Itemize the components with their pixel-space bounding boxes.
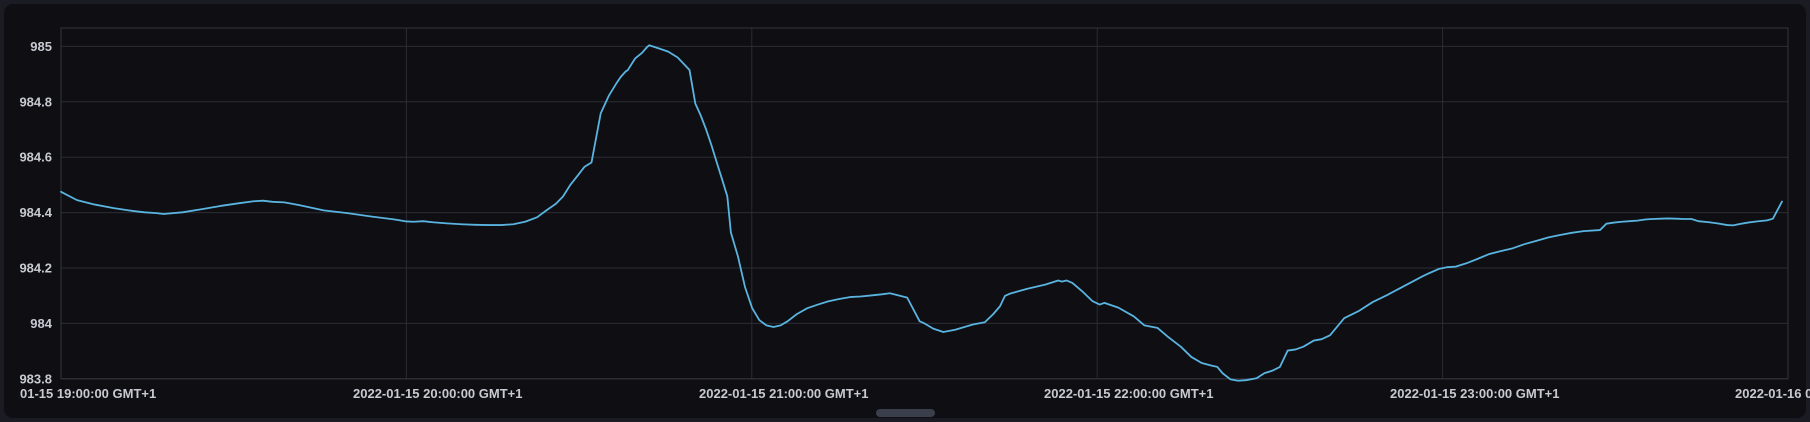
svg-text:984.8: 984.8 [19,94,52,109]
svg-text:2022-01-15 23:00:00 GMT+1: 2022-01-15 23:00:00 GMT+1 [1390,386,1559,401]
svg-text:984: 984 [30,316,52,331]
svg-text:2022-01-15 20:00:00 GMT+1: 2022-01-15 20:00:00 GMT+1 [353,386,522,401]
svg-text:2022-01-16 00: 2022-01-16 00 [1735,386,1810,401]
svg-text:985: 985 [30,39,52,54]
svg-text:2022-01-15 21:00:00 GMT+1: 2022-01-15 21:00:00 GMT+1 [699,386,868,401]
svg-text:983.8: 983.8 [19,371,52,386]
svg-text:01-15 19:00:00 GMT+1: 01-15 19:00:00 GMT+1 [20,386,156,401]
svg-text:2022-01-15 22:00:00 GMT+1: 2022-01-15 22:00:00 GMT+1 [1044,386,1213,401]
svg-text:984.6: 984.6 [19,150,52,165]
svg-text:984.4: 984.4 [19,205,52,220]
svg-text:984.2: 984.2 [19,261,52,276]
